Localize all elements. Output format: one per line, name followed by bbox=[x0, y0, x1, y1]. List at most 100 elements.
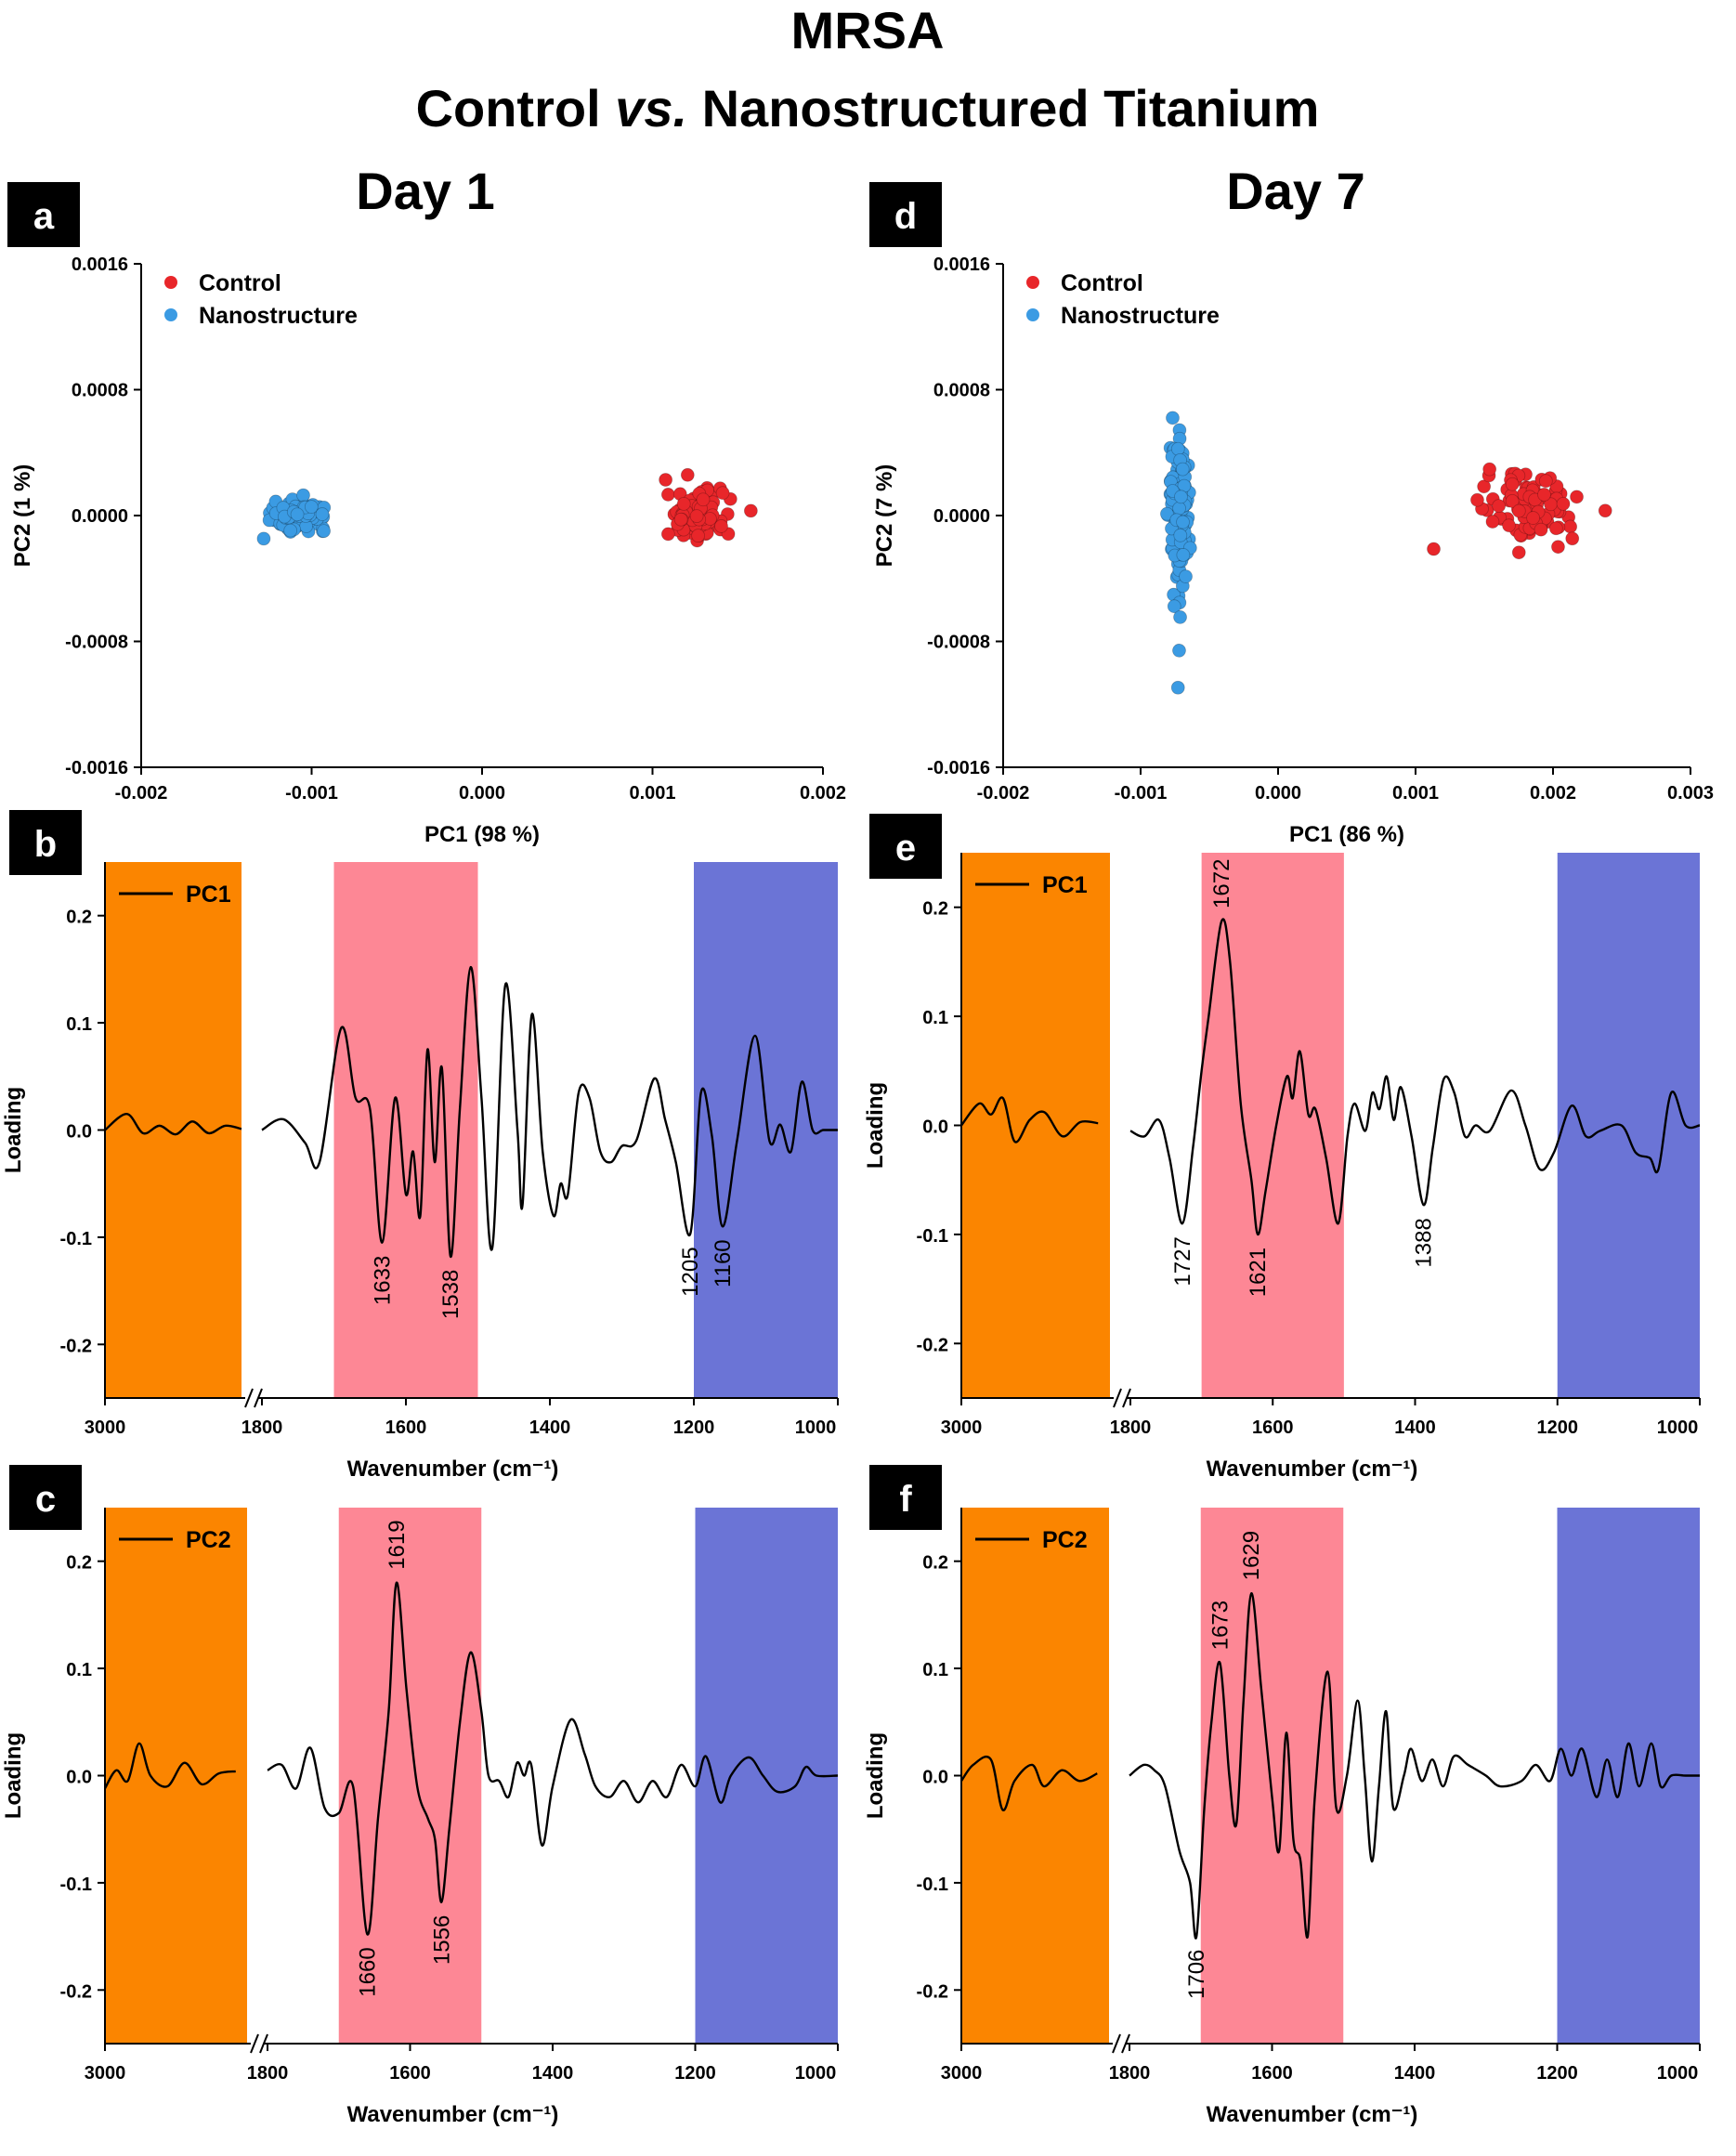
x-axis-label: Wavenumber (cm⁻¹) bbox=[347, 2102, 559, 2127]
x-tick-label: 1400 bbox=[532, 2063, 574, 2084]
axis-break-mark bbox=[250, 2033, 259, 2054]
y-tick-label: 0.0008 bbox=[933, 381, 990, 401]
peak-annotation: 1727 bbox=[1170, 1236, 1195, 1286]
scatter-point bbox=[1502, 518, 1516, 533]
y-tick-label: 0.0016 bbox=[72, 255, 128, 275]
y-axis-label: PC2 (1 %) bbox=[10, 464, 35, 568]
scatter-point bbox=[315, 507, 330, 521]
peak-annotation: 1672 bbox=[1209, 859, 1234, 908]
scatter-point bbox=[1166, 411, 1180, 425]
scatter-point bbox=[1174, 490, 1188, 504]
x-tick-label: 1800 bbox=[1110, 1418, 1152, 1438]
x-tick-label: 1800 bbox=[1109, 2063, 1151, 2084]
title-prefix: Control bbox=[416, 79, 616, 137]
peak-annotation: 1673 bbox=[1207, 1601, 1233, 1650]
axis-break-mark bbox=[1113, 1388, 1122, 1408]
x-tick-label: 1600 bbox=[1251, 2063, 1293, 2084]
panel-label-box bbox=[869, 182, 942, 247]
band-1700-1500 bbox=[1200, 1508, 1344, 2044]
panel-d-scatter: d 0.0016 0.0008 0.0000 -0.0008 -0.0016 -0.002 -… bbox=[869, 182, 1714, 847]
peak-annotation: 1556 bbox=[429, 1915, 454, 1965]
panel-label-box bbox=[869, 814, 942, 879]
scatter-point bbox=[680, 467, 695, 482]
x-tick-label: 1000 bbox=[795, 2063, 837, 2084]
scatter-point bbox=[660, 527, 675, 542]
y-tick-label: -0.1 bbox=[917, 1226, 948, 1247]
y-tick-label: 0.0 bbox=[922, 1768, 948, 1788]
band-high-wavenumber bbox=[961, 853, 1110, 1398]
scatter-point bbox=[1167, 599, 1181, 614]
x-axis-label: PC1 (86 %) bbox=[1289, 822, 1404, 847]
y-tick-label: -0.1 bbox=[917, 1875, 948, 1895]
legend-label: PC2 bbox=[1042, 1527, 1088, 1553]
legend-marker bbox=[1026, 276, 1039, 289]
scatter-point bbox=[1173, 609, 1187, 624]
peak-annotation: 1629 bbox=[1239, 1531, 1264, 1580]
scatter-point bbox=[256, 531, 271, 546]
x-tick-label: -0.001 bbox=[1115, 783, 1168, 804]
loading-line-high bbox=[104, 1112, 242, 1136]
y-tick-label: 0.0000 bbox=[933, 506, 990, 527]
panel-label: a bbox=[33, 196, 55, 237]
scatter-point bbox=[290, 507, 305, 522]
y-tick-label: 0.2 bbox=[66, 908, 92, 928]
y-tick-label: 0.2 bbox=[922, 899, 948, 920]
y-tick-label: 0.0008 bbox=[72, 381, 128, 401]
x-tick-label: 3000 bbox=[85, 1418, 126, 1438]
peak-annotation: 1619 bbox=[385, 1520, 410, 1569]
peak-annotation: 1633 bbox=[370, 1256, 395, 1305]
x-tick-label: 3000 bbox=[85, 2063, 126, 2084]
peak-annotation: 1706 bbox=[1184, 1950, 1209, 1999]
loading-line-high bbox=[960, 1096, 1099, 1143]
loading-line-high bbox=[103, 1742, 236, 1789]
y-axis-label: Loading bbox=[1, 1732, 26, 1819]
legend-marker bbox=[1026, 308, 1039, 321]
y-tick-label: -0.2 bbox=[917, 1335, 948, 1355]
legend-label: PC2 bbox=[186, 1527, 231, 1553]
y-tick-label: 0.0 bbox=[922, 1117, 948, 1138]
scatter-point bbox=[317, 524, 331, 539]
panel-label: f bbox=[899, 1479, 912, 1520]
title-italic: vs. bbox=[615, 79, 687, 137]
y-axis-label: Loading bbox=[863, 1082, 888, 1169]
axis-break-mark bbox=[1121, 2033, 1130, 2054]
x-axis-label: PC1 (98 %) bbox=[424, 822, 540, 847]
y-tick-label: -0.2 bbox=[917, 1981, 948, 2002]
panel-label-box bbox=[9, 810, 82, 875]
y-tick-label: 0.0000 bbox=[72, 506, 128, 527]
scatter-point bbox=[1176, 547, 1191, 562]
band-1200-1000 bbox=[694, 862, 838, 1398]
panel-label: c bbox=[35, 1479, 56, 1520]
scatter-point bbox=[1563, 519, 1578, 534]
y-tick-label: 0.2 bbox=[922, 1553, 948, 1574]
panel-a-scatter: a 0.0016 0.0008 0.0000 -0.0008 -0.0016 -0.002 -… bbox=[7, 182, 846, 847]
scatter-point bbox=[283, 523, 298, 538]
scatter-point bbox=[1556, 496, 1571, 511]
y-axis-label: Loading bbox=[1, 1087, 26, 1173]
x-tick-label: 3000 bbox=[941, 1418, 983, 1438]
loading-line-low bbox=[1129, 918, 1701, 1236]
axis-break-mark bbox=[1122, 1388, 1131, 1408]
figure-title-line2: Control vs. Nanostructured Titanium bbox=[416, 79, 1320, 137]
figure-title-line1: MRSA bbox=[791, 1, 945, 59]
scatter-point bbox=[1427, 542, 1441, 556]
scatter-point bbox=[1170, 441, 1185, 456]
scatter-point bbox=[660, 488, 675, 502]
y-tick-label: 0.2 bbox=[66, 1553, 92, 1574]
panel-f-loading: 0.2 0.1 0.0 -0.1 -0.2 3000 1800 1600 1400 1200 100… bbox=[863, 1465, 1701, 2127]
band-1200-1000 bbox=[1557, 853, 1700, 1398]
x-tick-label: 0.003 bbox=[1667, 783, 1714, 804]
panel-label: d bbox=[894, 196, 917, 237]
legend-label: PC1 bbox=[1042, 872, 1088, 898]
legend-marker bbox=[164, 308, 177, 321]
scatter-point bbox=[1570, 490, 1584, 504]
x-tick-label: 1000 bbox=[1657, 2063, 1699, 2084]
scatter-point bbox=[1477, 479, 1492, 494]
x-tick-label: 1600 bbox=[1252, 1418, 1294, 1438]
x-tick-label: 1800 bbox=[241, 1418, 283, 1438]
scatter-point bbox=[1482, 462, 1497, 477]
peak-annotation: 1621 bbox=[1246, 1248, 1271, 1297]
y-tick-label: -0.0008 bbox=[927, 633, 990, 653]
band-high-wavenumber bbox=[961, 1508, 1109, 2044]
scatter-point bbox=[743, 503, 758, 518]
